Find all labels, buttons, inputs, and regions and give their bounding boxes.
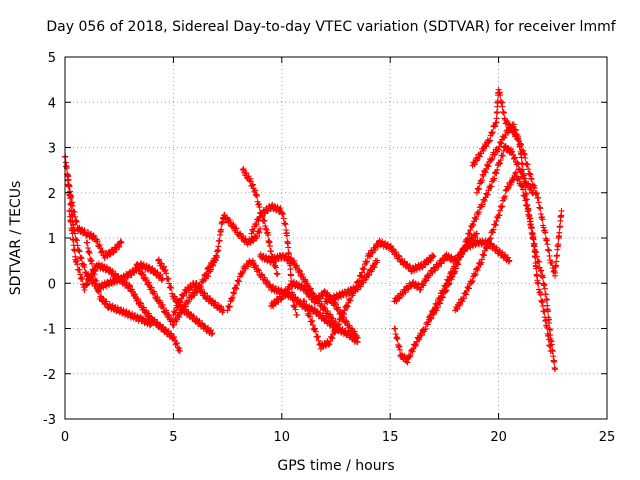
y-axis-label: SDTVAR / TECUs <box>8 181 24 296</box>
y-tick-label: 1 <box>48 232 56 247</box>
x-axis-label: GPS time / hours <box>277 458 394 474</box>
series-markers <box>322 257 381 306</box>
x-tick-label: 10 <box>274 430 291 445</box>
y-tick-label: -1 <box>43 323 56 338</box>
x-tick-label: 25 <box>599 430 616 445</box>
data-series <box>62 86 565 373</box>
series-markers <box>248 201 300 318</box>
series-arc-8 <box>202 211 264 282</box>
series-arc-14 <box>300 237 437 352</box>
y-tick-label: 0 <box>48 277 56 292</box>
series-arc-12 <box>257 251 339 327</box>
series-markers <box>170 280 227 318</box>
series-arc-15 <box>322 257 381 306</box>
series-markers <box>300 237 437 352</box>
series-arc-19 <box>452 169 558 373</box>
x-tick-label: 0 <box>61 430 69 445</box>
grid-lines <box>65 57 607 419</box>
y-tick-label: 5 <box>48 51 56 66</box>
series-markers <box>83 239 155 328</box>
series-arc-18 <box>426 142 537 323</box>
x-tick-label: 20 <box>490 430 507 445</box>
axis-ticks: 0 5 10 15 20 25 -3 -2 -1 0 1 2 3 4 5 <box>43 51 615 445</box>
series-arc-7 <box>170 280 227 318</box>
x-tick-label: 15 <box>382 430 399 445</box>
y-tick-label: -3 <box>43 413 56 428</box>
y-tick-label: -2 <box>43 368 56 383</box>
series-arc-6 <box>155 256 216 338</box>
series-markers <box>257 251 339 327</box>
series-markers <box>155 256 216 338</box>
series-markers <box>202 211 264 282</box>
y-tick-label: 2 <box>48 187 56 202</box>
chart-title: Day 056 of 2018, Sidereal Day-to-day VTE… <box>46 19 616 35</box>
series-markers <box>473 121 554 355</box>
series-markers <box>452 169 558 373</box>
series-arc-4 <box>83 239 155 328</box>
series-arc-21 <box>473 121 554 355</box>
series-arc-11 <box>248 201 300 318</box>
x-tick-label: 5 <box>169 430 177 445</box>
series-markers <box>426 142 537 323</box>
y-tick-label: 3 <box>48 142 56 157</box>
y-tick-label: 4 <box>48 96 56 111</box>
